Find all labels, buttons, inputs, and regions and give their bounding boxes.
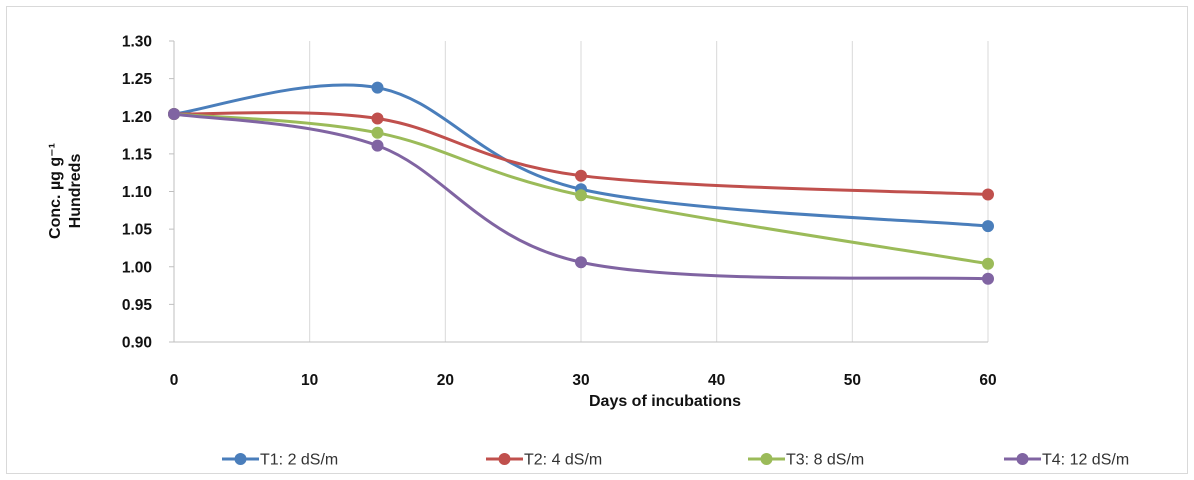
series-lines xyxy=(172,83,990,281)
data-point-s2-x30 xyxy=(575,169,587,182)
series-markers xyxy=(168,81,994,285)
x-tick-labels: 0 10 20 30 40 50 60 xyxy=(170,372,997,389)
x-tick-label-10: 10 xyxy=(301,372,318,389)
data-point-s4-x0 xyxy=(168,107,180,120)
y-tick-label-1.30: 1.30 xyxy=(122,34,152,51)
series-line-2 xyxy=(172,111,990,197)
data-point-s2-x60 xyxy=(982,188,994,201)
y-axis-title: Conc. µg g⁻¹ Hundreds xyxy=(47,143,84,239)
x-tick-label-50: 50 xyxy=(844,372,861,389)
legend-label-2: T2: 4 dS/m xyxy=(524,452,602,469)
y-tick-label-0.95: 0.95 xyxy=(122,297,153,314)
series-line-4 xyxy=(172,112,990,281)
y-tick-label-1.05: 1.05 xyxy=(122,222,153,239)
y-tick-label-0.90: 0.90 xyxy=(122,335,152,352)
chart-frame xyxy=(6,6,1188,474)
legend: T1: 2 dS/m T2: 4 dS/m T3: 8 dS/m T4: 12 dS/… xyxy=(222,452,1129,469)
data-point-s4-x15 xyxy=(371,139,384,152)
y-tick-labels: 0.90 0.95 1.00 1.05 1.10 1.15 1.20 1.25 1.30 xyxy=(122,34,153,352)
data-point-s3-x60 xyxy=(982,257,994,270)
y-tick-label-1.00: 1.00 xyxy=(122,259,152,276)
x-tick-label-20: 20 xyxy=(437,372,454,389)
x-tick-label-30: 30 xyxy=(572,372,589,389)
y-axis-units-label: Hundreds xyxy=(67,154,84,229)
y-tick-label-1.20: 1.20 xyxy=(122,109,152,126)
legend-label-4: T4: 12 dS/m xyxy=(1042,452,1129,469)
data-point-s1-x60 xyxy=(982,220,994,233)
legend-marker-2 xyxy=(498,453,511,465)
data-point-s2-x15 xyxy=(371,112,384,125)
data-point-s3-x15 xyxy=(371,126,384,139)
series-line-3 xyxy=(172,112,990,266)
y-tick-label-1.25: 1.25 xyxy=(122,71,153,88)
data-point-s4-x30 xyxy=(575,256,587,269)
y-tick-label-1.15: 1.15 xyxy=(122,146,153,163)
legend-marker-4 xyxy=(1016,453,1029,465)
x-tick-label-60: 60 xyxy=(979,372,996,389)
data-point-s3-x30 xyxy=(575,189,587,202)
legend-label-1: T1: 2 dS/m xyxy=(260,452,338,469)
data-point-s1-x15 xyxy=(371,81,384,94)
legend-marker-3 xyxy=(760,453,773,465)
data-point-s4-x60 xyxy=(982,272,994,285)
y-axis-title-label: Conc. µg g⁻¹ xyxy=(47,143,64,239)
y-tick-label-1.10: 1.10 xyxy=(122,184,152,201)
legend-label-3: T3: 8 dS/m xyxy=(786,452,864,469)
axes xyxy=(169,40,988,343)
x-tick-label-40: 40 xyxy=(708,372,725,389)
x-tick-label-0: 0 xyxy=(170,372,179,389)
x-axis-title: Days of incubations xyxy=(589,393,741,410)
legend-marker-1 xyxy=(234,453,247,465)
